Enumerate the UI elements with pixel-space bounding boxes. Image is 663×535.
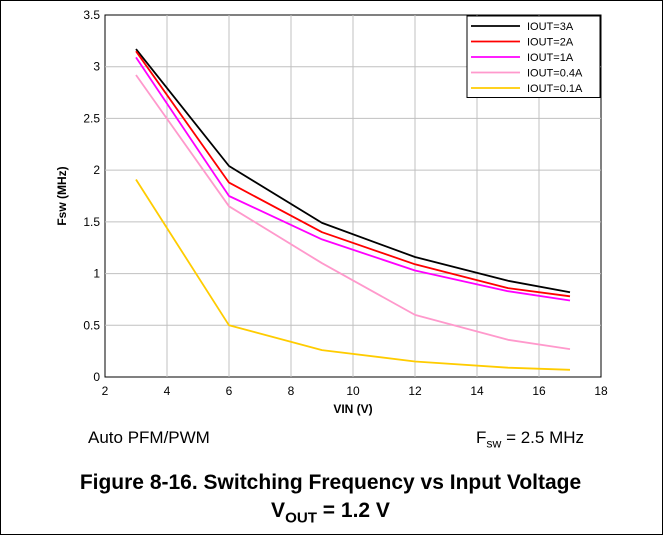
series-line: [135, 74, 571, 350]
x-tick-label: 4: [164, 384, 171, 398]
x-tick-label: 16: [532, 384, 546, 398]
x-tick-label: 2: [102, 384, 109, 398]
fsw-value: = 2.5 MHz: [501, 428, 585, 447]
axes: 2 4 6 8 10 12 14 16 18 0 0.5 1 1.5 2 2.5 3 3.5: [83, 8, 608, 398]
mode-note: Auto PFM/PWM: [88, 428, 210, 447]
legend-label: IOUT=3A: [527, 21, 574, 33]
vout-subscript: OUT: [285, 509, 317, 527]
legend-label: IOUT=0.1A: [527, 83, 583, 95]
x-tick-label: 6: [226, 384, 233, 398]
y-tick-label: 2.5: [83, 111, 100, 125]
series-line: [135, 48, 571, 294]
vout-symbol: V: [271, 499, 286, 522]
series-line: [135, 50, 571, 298]
series-line: [135, 179, 571, 371]
vout-value: = 1.2 V: [316, 499, 390, 522]
legend: IOUT=3A IOUT=2A IOUT=1A IOUT=0.4A IOUT=0.1A: [466, 15, 601, 98]
x-axis-title: VIN (V): [333, 402, 372, 416]
x-tick-label: 12: [408, 384, 422, 398]
x-tick-label: 14: [470, 384, 484, 398]
x-tick-label: 18: [594, 384, 608, 398]
series-line: [135, 56, 571, 302]
y-tick-label: 1.5: [83, 215, 100, 229]
fsw-subscript: sw: [486, 436, 502, 451]
legend-label: IOUT=1A: [527, 52, 574, 64]
legend-label: IOUT=0.4A: [527, 68, 583, 80]
legend-label: IOUT=2A: [527, 37, 574, 49]
figure-caption-condition: VOUT = 1.2 V: [0, 499, 661, 526]
x-tick-label: 10: [346, 384, 360, 398]
y-tick-label: 0.5: [83, 318, 100, 332]
fsw-note: Fsw = 2.5 MHz: [476, 428, 584, 450]
y-tick-label: 3.5: [83, 8, 100, 22]
y-tick-label: 1: [93, 267, 100, 281]
y-axis-title: Fsw (MHz): [55, 166, 69, 225]
series-lines: [135, 48, 571, 371]
y-tick-label: 0: [93, 370, 100, 384]
fsw-symbol: F: [476, 428, 487, 447]
y-tick-label: 2: [93, 163, 100, 177]
figure-caption-title: Figure 8-16. Switching Frequency vs Inpu…: [79, 471, 582, 494]
x-tick-label: 8: [288, 384, 295, 398]
y-tick-label: 3: [93, 60, 100, 74]
